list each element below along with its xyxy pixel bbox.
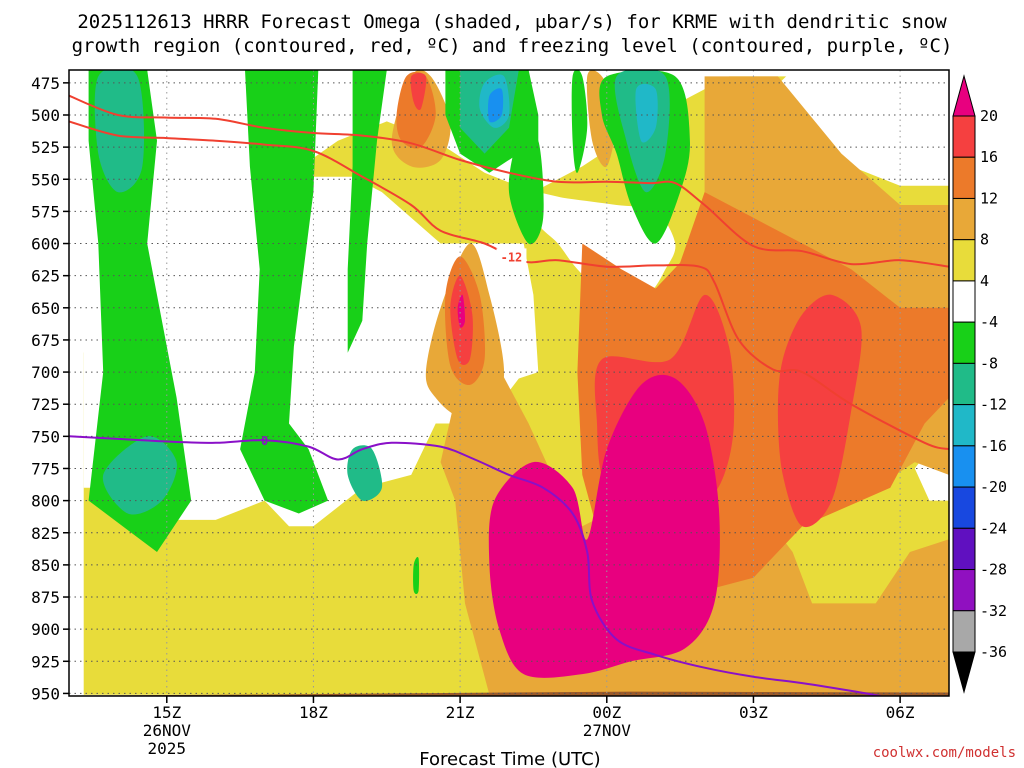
y-tick-label-550: 550: [31, 170, 60, 189]
y-tick-label-650: 650: [31, 299, 60, 318]
omega-region-4-6: [241, 551, 309, 637]
colorbar-label-16: 16: [980, 148, 998, 166]
colorbar-label-neg28: -28: [980, 561, 1007, 579]
omega-region-neg12-36: [635, 83, 658, 143]
colorbar-segment-12: [952, 610, 976, 653]
contour-lines-layer: [69, 94, 949, 696]
x-tick-label-06Z: 06Z: [886, 703, 915, 722]
omega-region-neg4-28: [508, 131, 544, 245]
omega-region-neg4-23: [240, 70, 329, 514]
colorbar-label-8: 8: [980, 231, 989, 249]
omega-region-neg4-1: [83, 70, 539, 527]
y-tick-label-475: 475: [31, 74, 60, 93]
y-tick-label-500: 500: [31, 106, 60, 125]
omega-region-20-20: [488, 374, 720, 678]
colorbar-segment-4: [952, 280, 976, 323]
y-tick-label-750: 750: [31, 427, 60, 446]
y-tick-label-700: 700: [31, 363, 60, 382]
freezing-level-line: [69, 435, 881, 696]
y-tick-label-925: 925: [31, 652, 60, 671]
x-axis-label: Forecast Time (UTC): [419, 749, 600, 768]
colorbar-label-neg16: -16: [980, 437, 1007, 455]
x-tick-label-03Z: 03Z: [739, 703, 768, 722]
plot-frame: [68, 69, 950, 697]
omega-region-16-19: [777, 294, 862, 528]
colorbar-under-arrow: [952, 651, 976, 694]
colorbar-segment-3: [952, 239, 976, 282]
x-tick-label-00Z: 00Z: [592, 703, 621, 722]
omega-region-4-7: [324, 551, 394, 637]
colorbar-label-4: 4: [980, 272, 989, 290]
colorbar-label-neg24: -24: [980, 519, 1007, 537]
y-tick-label-525: 525: [31, 138, 60, 157]
y-tick-label-575: 575: [31, 202, 60, 221]
y-tick-label-775: 775: [31, 459, 60, 478]
dgz-label-background: [496, 248, 527, 264]
contour-labels-layer: -12 0: [261, 248, 527, 448]
chart-title-line2: growth region (contoured, red, ºC) and f…: [72, 35, 953, 57]
x-tick-date-15Z: 26NOV: [143, 721, 192, 740]
y-tick-label-600: 600: [31, 235, 60, 254]
colorbar-segment-2: [952, 197, 976, 241]
y-tick-label-875: 875: [31, 588, 60, 607]
x-tick-date-00Z: 27NOV: [583, 721, 632, 740]
colorbar-label-20: 20: [980, 107, 998, 125]
y-axis-ticks: 475 500 525 550 575 600 625 650 675 700 725 750 775 8…: [31, 74, 69, 703]
y-tick-label-950: 950: [31, 684, 60, 703]
y-tick-label-625: 625: [31, 267, 60, 286]
x-tick-year-15Z: 2025: [148, 739, 187, 758]
y-tick-label-725: 725: [31, 395, 60, 414]
colorbar-segment-5: [952, 321, 976, 364]
omega-region-20-21: [457, 294, 466, 328]
omega-region-neg8-32: [347, 445, 383, 501]
colorbar-segment-0: [952, 115, 976, 158]
colorbar-label-neg36: -36: [980, 643, 1007, 661]
freezing-contour-label: 0: [261, 434, 268, 448]
colorbar-segment-6: [952, 362, 976, 406]
grid-layer: [69, 70, 949, 696]
colorbar-label-neg20: -20: [980, 478, 1007, 496]
y-tick-label-675: 675: [31, 331, 60, 350]
colorbar-label-neg32: -32: [980, 602, 1007, 620]
omega-region-12-14: [396, 71, 436, 149]
omega-region-neg8-30: [94, 70, 145, 193]
dgz-contour-line-0: [69, 120, 949, 451]
y-tick-label-900: 900: [31, 620, 60, 639]
omega-region-16-17: [410, 72, 427, 111]
colorbar-label-neg8: -8: [980, 354, 998, 372]
colorbar-segment-7: [952, 404, 976, 447]
omega-region-neg4-29: [413, 556, 420, 595]
y-tick-label-800: 800: [31, 492, 60, 511]
colorbar-label-neg4: -4: [980, 313, 998, 331]
omega-region-neg16-37: [487, 88, 504, 123]
colorbar-segment-9: [952, 486, 976, 529]
colorbar-segment-10: [952, 527, 976, 571]
y-tick-label-825: 825: [31, 524, 60, 543]
colorbar-segment-11: [952, 569, 976, 612]
x-tick-label-21Z: 21Z: [446, 703, 475, 722]
omega-region-neg4-22: [88, 70, 192, 552]
colorbar-segment-1: [952, 156, 976, 199]
colorbar-over-arrow: [952, 74, 976, 117]
credit-text: coolwx.com/models: [873, 745, 1016, 761]
dgz-contour-label: -12: [501, 250, 523, 264]
colorbar: 20 16 12 8 4 -4 -8 -12 -16 -20 -24 -28 -32 -36: [952, 74, 1007, 694]
y-tick-label-850: 850: [31, 556, 60, 575]
colorbar-label-neg12: -12: [980, 396, 1007, 414]
omega-region-neg8-31: [102, 436, 177, 515]
x-tick-label-15Z: 15Z: [152, 703, 181, 722]
colorbar-label-12: 12: [980, 189, 998, 207]
omega-region-neg4-3: [773, 70, 949, 186]
colorbar-segment-8: [952, 445, 976, 488]
chart-title-line1: 2025112613 HRRR Forecast Omega (shaded, …: [77, 11, 947, 33]
dgz-contour-line-1: [69, 94, 949, 268]
x-tick-label-18Z: 18Z: [299, 703, 328, 722]
